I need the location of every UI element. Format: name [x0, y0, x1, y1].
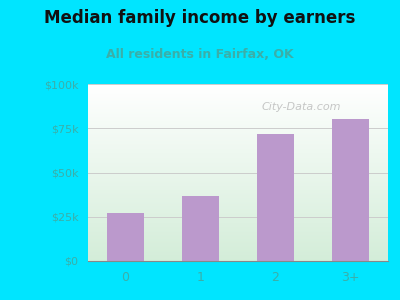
Bar [107, 213, 144, 261]
Bar [257, 134, 294, 261]
Bar [182, 196, 219, 261]
Text: All residents in Fairfax, OK: All residents in Fairfax, OK [106, 48, 294, 61]
Text: Median family income by earners: Median family income by earners [44, 9, 356, 27]
Bar [332, 119, 369, 261]
Text: City-Data.com: City-Data.com [262, 102, 342, 112]
